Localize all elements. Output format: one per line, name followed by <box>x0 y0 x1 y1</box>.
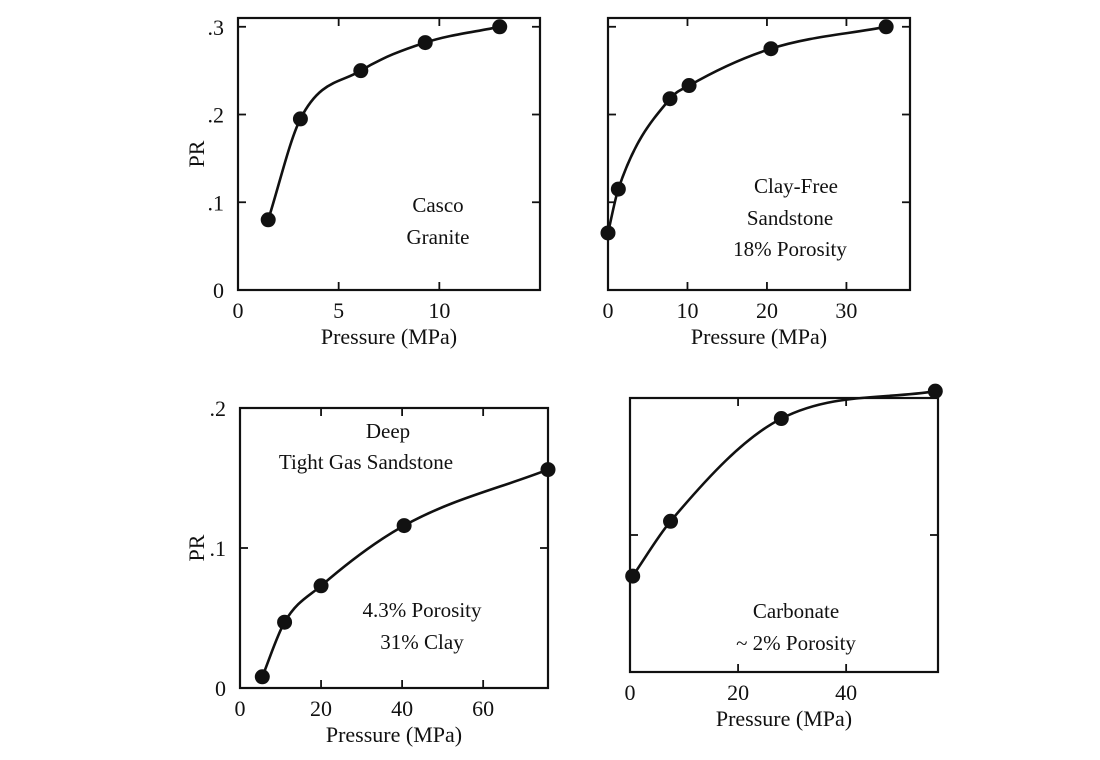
x-tick-label: 20 <box>727 680 749 705</box>
chart-annotation: Casco <box>412 193 463 217</box>
data-point <box>681 78 697 94</box>
x-axis-label: Pressure (MPa) <box>326 722 462 747</box>
y-tick-label: .1 <box>208 190 225 215</box>
x-axis-label: Pressure (MPa) <box>321 324 457 349</box>
y-tick-label: .2 <box>208 103 225 128</box>
chart-annotation: Granite <box>407 225 470 249</box>
x-axis-label: Pressure (MPa) <box>716 706 852 731</box>
chart-annotation: Clay-Free <box>754 174 838 198</box>
plot-frame <box>236 16 542 292</box>
data-point <box>625 568 641 584</box>
x-tick-label: 0 <box>235 696 246 721</box>
data-point <box>600 225 616 241</box>
chart-annotation: 31% Clay <box>380 630 464 654</box>
chart-annotation: Deep <box>366 419 410 443</box>
chart-annotation: Sandstone <box>747 206 833 230</box>
data-point <box>277 614 293 630</box>
data-point <box>260 212 276 228</box>
chart-annotation: Carbonate <box>753 599 839 623</box>
x-tick-label: 30 <box>835 298 857 323</box>
data-point <box>927 383 943 399</box>
data-point <box>878 19 894 35</box>
chart-panel-2: 0 10 20 30 Pressure (MPa) Clay-Free Sandstone 1… <box>600 16 912 349</box>
data-point <box>353 63 369 79</box>
y-tick-label: .1 <box>210 536 227 561</box>
chart-panel-1: 0 5 10 0 .1 .2 .3 Pressure (MPa) PR Casco Granite <box>184 15 542 349</box>
y-tick-label: 0 <box>213 278 224 303</box>
plot-frame <box>606 16 912 292</box>
data-point <box>773 411 789 427</box>
chart-annotation: Tight Gas Sandstone <box>279 450 453 474</box>
data-point <box>254 669 270 685</box>
x-tick-label: 40 <box>835 680 857 705</box>
y-axis-label: PR <box>184 534 209 561</box>
x-tick-label: 0 <box>233 298 244 323</box>
data-point <box>417 35 433 51</box>
chart-annotation: ~ 2% Porosity <box>736 631 856 655</box>
data-point <box>492 19 508 35</box>
y-tick-label: .3 <box>208 15 225 40</box>
x-tick-label: 20 <box>756 298 778 323</box>
x-tick-label: 0 <box>625 680 636 705</box>
data-point <box>663 513 679 529</box>
x-tick-label: 0 <box>603 298 614 323</box>
x-tick-label: 40 <box>391 696 413 721</box>
data-point <box>313 578 329 594</box>
x-tick-label: 60 <box>472 696 494 721</box>
chart-panel-3: 0 20 40 60 0 .1 .2 Pressure (MPa) PR Deep Tight Ga… <box>184 396 556 747</box>
y-tick-label: 0 <box>215 676 226 701</box>
x-axis-label: Pressure (MPa) <box>691 324 827 349</box>
x-tick-label: 10 <box>428 298 450 323</box>
chart-annotation: 4.3% Porosity <box>362 598 482 622</box>
data-point <box>610 181 626 197</box>
data-point <box>763 41 779 57</box>
data-point <box>396 518 412 534</box>
data-point <box>540 462 556 478</box>
x-tick-label: 10 <box>676 298 698 323</box>
x-tick-label: 5 <box>333 298 344 323</box>
series-line <box>606 25 888 235</box>
x-tick-label: 20 <box>310 696 332 721</box>
y-tick-label: .2 <box>210 396 227 421</box>
series-line <box>631 389 937 578</box>
y-axis-label: PR <box>184 140 209 167</box>
data-point <box>662 91 678 107</box>
chart-annotation: 18% Porosity <box>733 237 847 261</box>
data-point <box>292 111 308 127</box>
